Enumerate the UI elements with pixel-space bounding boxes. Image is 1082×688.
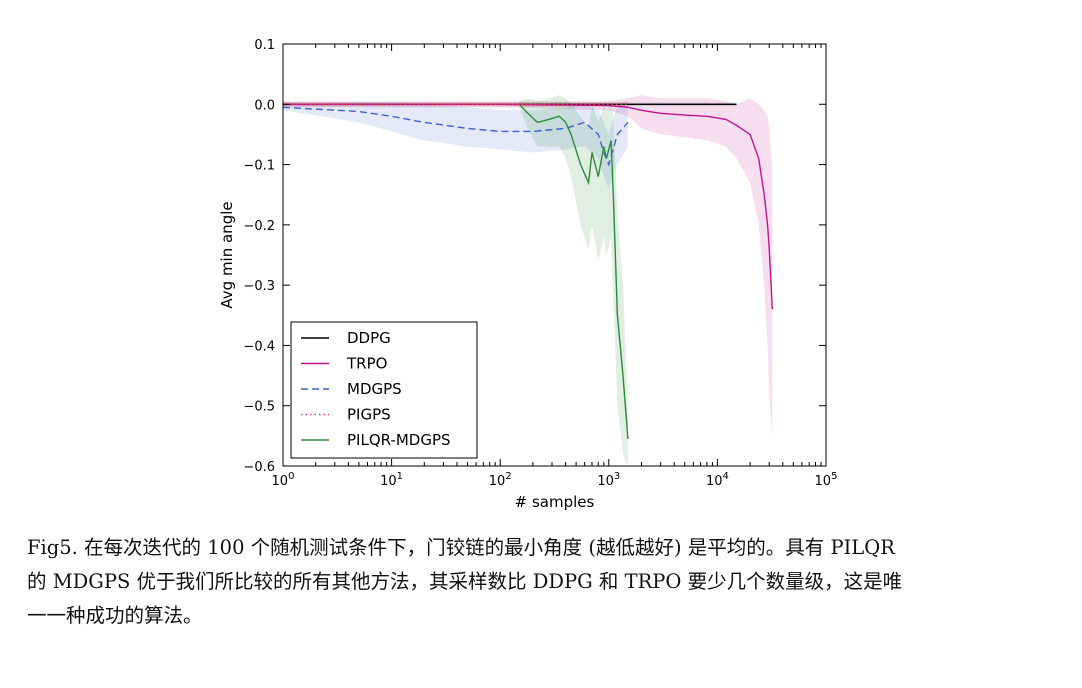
plot-frame <box>282 43 827 467</box>
y-tick-label: −0.2 <box>243 219 275 234</box>
x-tick-label: 104 <box>706 471 729 489</box>
y-tick-label: 0.1 <box>254 38 275 53</box>
legend-label-ddpg: DDPG <box>347 329 391 347</box>
legend-label-pilqr-mdgps: PILQR-MDGPS <box>347 431 451 449</box>
band-mdgps <box>283 101 628 189</box>
caption-line-3: 一一种成功的算法。 <box>27 604 203 627</box>
x-axis-label: # samples <box>515 493 595 511</box>
figure-caption: Fig5. 在每次迭代的 100 个随机测试条件下，门铰链的最小角度 (越低越好… <box>27 531 1067 633</box>
x-tick-label: 100 <box>272 471 295 489</box>
legend-label-trpo: TRPO <box>346 355 387 373</box>
y-tick-label: −0.5 <box>243 400 275 415</box>
caption-line-1: Fig5. 在每次迭代的 100 个随机测试条件下，门铰链的最小角度 (越低越好… <box>27 536 895 559</box>
caption-line-2: 的 MDGPS 优于我们所比较的所有其他方法，其采样数比 DDPG 和 TRPO… <box>27 570 903 593</box>
y-tick-label: −0.1 <box>243 159 275 174</box>
y-tick-label: −0.4 <box>243 339 275 354</box>
series-lines <box>282 103 773 439</box>
line-chart: 100 101 102 103 104 105 0.1 0.0 −0.1 −0.2 −0.3 −0.… <box>218 38 838 511</box>
x-tick-label: 105 <box>815 471 838 489</box>
y-axis: 0.1 0.0 −0.1 −0.2 −0.3 −0.4 −0.5 −0.6 <box>243 38 826 475</box>
series-line-pilqr-mdgps <box>518 103 629 439</box>
legend-box <box>290 321 478 459</box>
y-tick-label: 0.0 <box>254 98 275 113</box>
band-trpo <box>283 95 773 436</box>
y-axis-label: Avg min angle <box>218 201 236 308</box>
series-line-trpo <box>283 103 773 310</box>
y-tick-label: −0.3 <box>243 279 275 294</box>
x-tick-label: 101 <box>380 471 403 489</box>
x-axis: 100 101 102 103 104 105 <box>272 44 838 489</box>
legend-label-mdgps: MDGPS <box>347 380 402 398</box>
confidence-bands <box>283 95 773 466</box>
series-line-mdgps <box>282 106 629 167</box>
x-tick-label: 102 <box>489 471 512 489</box>
x-tick-label: 103 <box>597 471 620 489</box>
band-pilqr-mdgps <box>519 95 628 466</box>
legend-label-pigps: PIGPS <box>347 406 391 424</box>
y-tick-label: −0.6 <box>243 460 275 475</box>
legend: DDPG TRPO MDGPS PIGPS PILQR-MDGPS <box>290 321 478 459</box>
